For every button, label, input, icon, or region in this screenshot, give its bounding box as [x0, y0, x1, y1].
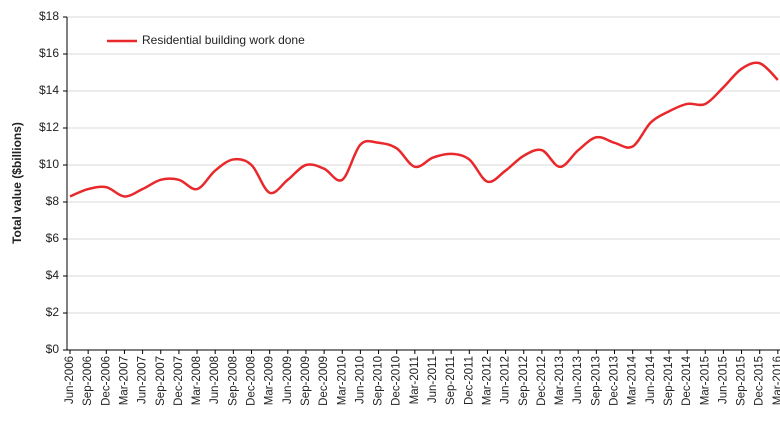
x-tick-label: Mar-2016 — [772, 356, 780, 405]
y-tick-label: $6 — [46, 231, 60, 245]
x-tick-label: Jun-2007 — [137, 356, 149, 404]
x-tick-label: Jun-2012 — [500, 356, 512, 404]
x-tick-label: Dec-2009 — [318, 356, 330, 406]
x-tick-label: Jun-2013 — [572, 356, 584, 404]
legend-label: Residential building work done — [142, 33, 305, 47]
x-tick-label: Mar-2007 — [118, 356, 130, 405]
x-tick-label: Sep-2012 — [518, 356, 530, 406]
y-tick-label: $8 — [46, 194, 60, 208]
x-tick-label: Jun-2011 — [427, 356, 439, 403]
x-tick-label: Sep-2009 — [300, 356, 312, 406]
x-tick-label: Mar-2008 — [191, 356, 203, 405]
y-tick-label: $16 — [39, 46, 59, 60]
y-tick-label: $12 — [39, 120, 59, 134]
x-tick-label: Jun-2009 — [282, 356, 294, 404]
x-tick-label: Dec-2011 — [463, 356, 475, 405]
x-tick-label: Jun-2015 — [717, 356, 729, 404]
y-tick-label: $18 — [39, 9, 59, 23]
x-tick-label: Dec-2012 — [536, 356, 548, 406]
y-tick-label: $0 — [46, 342, 60, 356]
x-tick-label: Mar-2009 — [264, 356, 276, 405]
x-tick-label: Sep-2007 — [155, 356, 167, 406]
y-tick-label: $14 — [39, 83, 59, 97]
x-tick-label: Dec-2006 — [100, 356, 112, 406]
x-tick-label: Mar-2013 — [554, 356, 566, 405]
x-tick-label: Sep-2015 — [736, 356, 748, 406]
x-tick-label: Mar-2014 — [627, 355, 639, 405]
x-tick-label: Mar-2012 — [481, 356, 493, 405]
x-tick-label: Jun-2010 — [354, 356, 366, 404]
x-tick-label: Jun-2006 — [64, 356, 76, 404]
x-tick-label: Dec-2013 — [609, 356, 621, 406]
x-tick-label: Dec-2010 — [391, 356, 403, 406]
x-tick-label: Mar-2011 — [409, 356, 421, 404]
x-tick-label: Dec-2015 — [754, 356, 766, 406]
x-tick-label: Mar-2010 — [336, 356, 348, 405]
x-tick-label: Sep-2010 — [373, 356, 385, 406]
y-tick-label: $4 — [46, 268, 60, 282]
y-tick-label: $10 — [39, 157, 59, 171]
y-tick-label: $2 — [46, 305, 60, 319]
x-tick-label: Dec-2007 — [173, 356, 185, 406]
x-tick-label: Mar-2015 — [699, 356, 711, 405]
x-tick-label: Sep-2011 — [445, 356, 457, 405]
x-tick-label: Jun-2014 — [645, 355, 657, 404]
series-line — [69, 61, 779, 198]
x-tick-label: Sep-2014 — [663, 355, 675, 405]
x-tick-label: Jun-2008 — [209, 356, 221, 404]
x-tick-label: Sep-2006 — [82, 356, 94, 406]
x-tick-label: Sep-2013 — [590, 356, 602, 406]
x-tick-label: Dec-2014 — [681, 355, 693, 405]
x-tick-label: Sep-2008 — [227, 356, 239, 406]
x-tick-label: Dec-2008 — [246, 356, 258, 406]
y-axis-label: Total value ($billions) — [10, 122, 24, 244]
